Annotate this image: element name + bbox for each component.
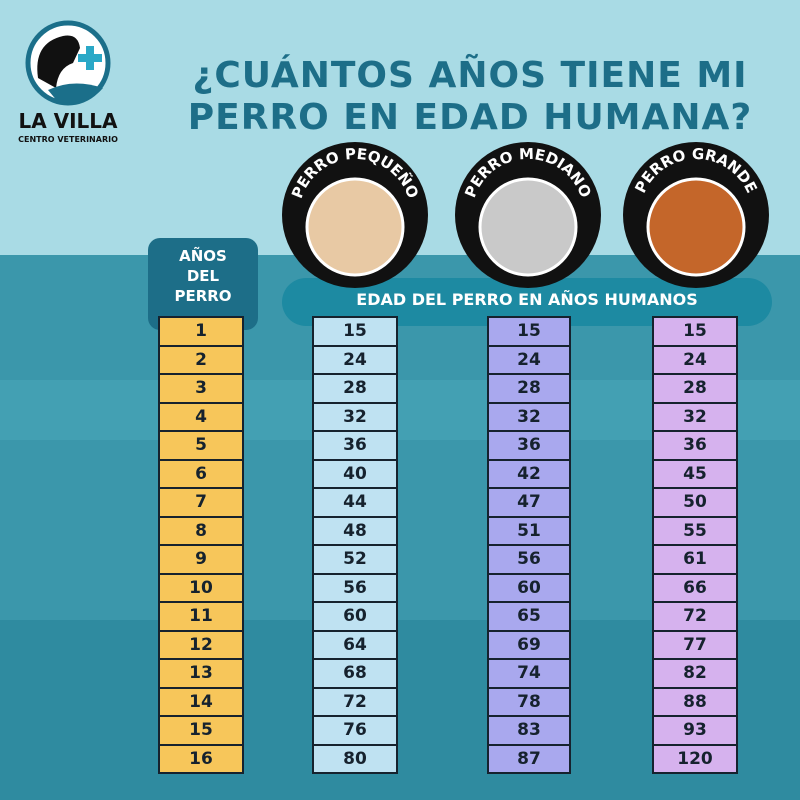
large-age-cell: 45 <box>652 458 738 489</box>
medium-age-cell: 56 <box>487 544 571 575</box>
dog-photo <box>305 177 405 277</box>
medium-age-cell: 24 <box>487 344 571 375</box>
year-cell: 10 <box>158 572 244 603</box>
dog-photo <box>478 177 578 277</box>
small-age-cell: 60 <box>312 601 398 632</box>
medium-age-cell: 47 <box>487 487 571 518</box>
large-age-cell: 72 <box>652 601 738 632</box>
small-age-cell: 48 <box>312 515 398 546</box>
years-header-line: DEL <box>186 267 220 285</box>
small-age-cell: 52 <box>312 544 398 575</box>
year-cell: 12 <box>158 629 244 660</box>
medium-age-cell: 65 <box>487 601 571 632</box>
large-age-cell: 93 <box>652 715 738 746</box>
large-age-cell: 24 <box>652 344 738 375</box>
large-age-cell: 28 <box>652 373 738 404</box>
medium-age-cell: 60 <box>487 572 571 603</box>
small-age-cell: 76 <box>312 715 398 746</box>
medium-age-cell: 74 <box>487 658 571 689</box>
small-age-cell: 44 <box>312 487 398 518</box>
large-age-cell: 15 <box>652 316 738 347</box>
logo: LA VILLA CENTRO VETERINARIO <box>18 20 118 144</box>
small-age-cell: 72 <box>312 686 398 717</box>
years-header-line: AÑOS <box>179 247 227 265</box>
small-age-cell: 40 <box>312 458 398 489</box>
small-age-cell: 80 <box>312 743 398 774</box>
small-age-cell: 28 <box>312 373 398 404</box>
logo-name: LA VILLA <box>18 109 118 133</box>
large-age-cell: 55 <box>652 515 738 546</box>
small-age-cell: 68 <box>312 658 398 689</box>
large-age-cell: 82 <box>652 658 738 689</box>
medium-age-cell: 42 <box>487 458 571 489</box>
year-cell: 2 <box>158 344 244 375</box>
small-age-cell: 64 <box>312 629 398 660</box>
years-header: AÑOS DEL PERRO <box>148 238 258 330</box>
logo-cross <box>78 54 102 62</box>
small-age-cell: 36 <box>312 430 398 461</box>
small-age-cell: 56 <box>312 572 398 603</box>
years-header-line: PERRO <box>174 287 232 305</box>
large-age-cell: 66 <box>652 572 738 603</box>
title-line: PERRO EN EDAD HUMANA? <box>187 97 753 138</box>
large-age-cell: 77 <box>652 629 738 660</box>
year-cell: 11 <box>158 601 244 632</box>
size-badges: PERRO PEQUEÑO PERRO MEDIANO PERRO GRANDE <box>282 142 769 288</box>
year-cell: 14 <box>158 686 244 717</box>
year-cell: 7 <box>158 487 244 518</box>
year-cell: 1 <box>158 316 244 347</box>
year-cell: 6 <box>158 458 244 489</box>
large-age-cell: 50 <box>652 487 738 518</box>
logo-dog <box>37 35 80 88</box>
medium-age-cell: 51 <box>487 515 571 546</box>
year-cell: 13 <box>158 658 244 689</box>
medium-age-cell: 69 <box>487 629 571 660</box>
medium-age-cell: 15 <box>487 316 571 347</box>
large-age-cell: 88 <box>652 686 738 717</box>
year-cell: 3 <box>158 373 244 404</box>
logo-subtitle: CENTRO VETERINARIO <box>18 135 118 144</box>
small-age-cell: 24 <box>312 344 398 375</box>
medium-age-cell: 32 <box>487 401 571 432</box>
small-age-cell: 15 <box>312 316 398 347</box>
medium-age-cell: 87 <box>487 743 571 774</box>
year-cell: 9 <box>158 544 244 575</box>
large-age-cell: 32 <box>652 401 738 432</box>
medium-age-cell: 28 <box>487 373 571 404</box>
logo-hand <box>48 83 103 103</box>
year-cell: 15 <box>158 715 244 746</box>
year-cell: 4 <box>158 401 244 432</box>
medium-age-cell: 36 <box>487 430 571 461</box>
large-age-cell: 120 <box>652 743 738 774</box>
medium-age-cell: 83 <box>487 715 571 746</box>
large-age-cell: 36 <box>652 430 738 461</box>
medium-age-cell: 78 <box>487 686 571 717</box>
year-cell: 16 <box>158 743 244 774</box>
small-age-cell: 32 <box>312 401 398 432</box>
year-cell: 5 <box>158 430 244 461</box>
dog-photo <box>646 177 746 277</box>
title-line: ¿CUÁNTOS AÑOS TIENE MI <box>192 55 748 96</box>
large-age-cell: 61 <box>652 544 738 575</box>
year-cell: 8 <box>158 515 244 546</box>
